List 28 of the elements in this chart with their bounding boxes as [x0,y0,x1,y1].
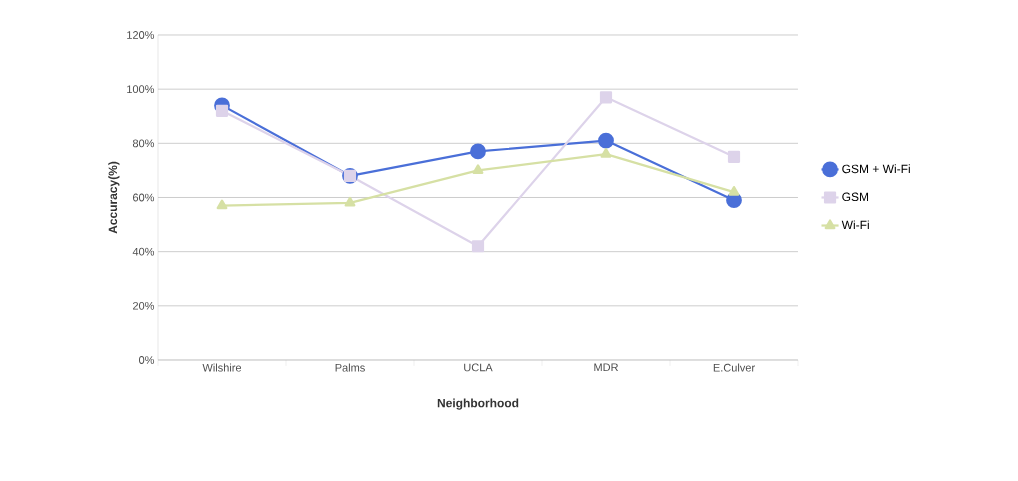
y-tick-label: 20% [133,301,155,310]
x-tick-label: Wilshire [202,363,242,372]
x-axis-title: Neighborhood [437,398,519,410]
point [471,240,485,253]
point [598,132,614,149]
x-tick-label: MDR [594,363,619,372]
y-tick-label: 100% [127,85,155,94]
x-tick-label: UCLA [464,363,493,372]
point [344,196,356,207]
point [215,104,229,117]
y-tick-label: 60% [133,193,155,202]
y-tick-label: 120% [127,31,155,39]
point [470,143,486,160]
point [216,199,228,210]
legend-label: Wi-Fi [841,220,869,230]
point [472,164,484,175]
y-axis-title: Accuracy(%) [108,161,120,234]
point [727,150,741,163]
legend-label: GSM + Wi-Fi [842,164,910,174]
y-tick-label: 40% [132,247,155,256]
point [599,91,613,104]
y-tick-label: 80% [132,139,155,148]
point [600,148,612,158]
legend-label: GSM [842,192,869,202]
x-tick-label: Palms [335,363,365,372]
x-tick-label: E.Culver [713,363,755,372]
y-tick-label: 0% [139,356,155,364]
point [728,185,740,196]
